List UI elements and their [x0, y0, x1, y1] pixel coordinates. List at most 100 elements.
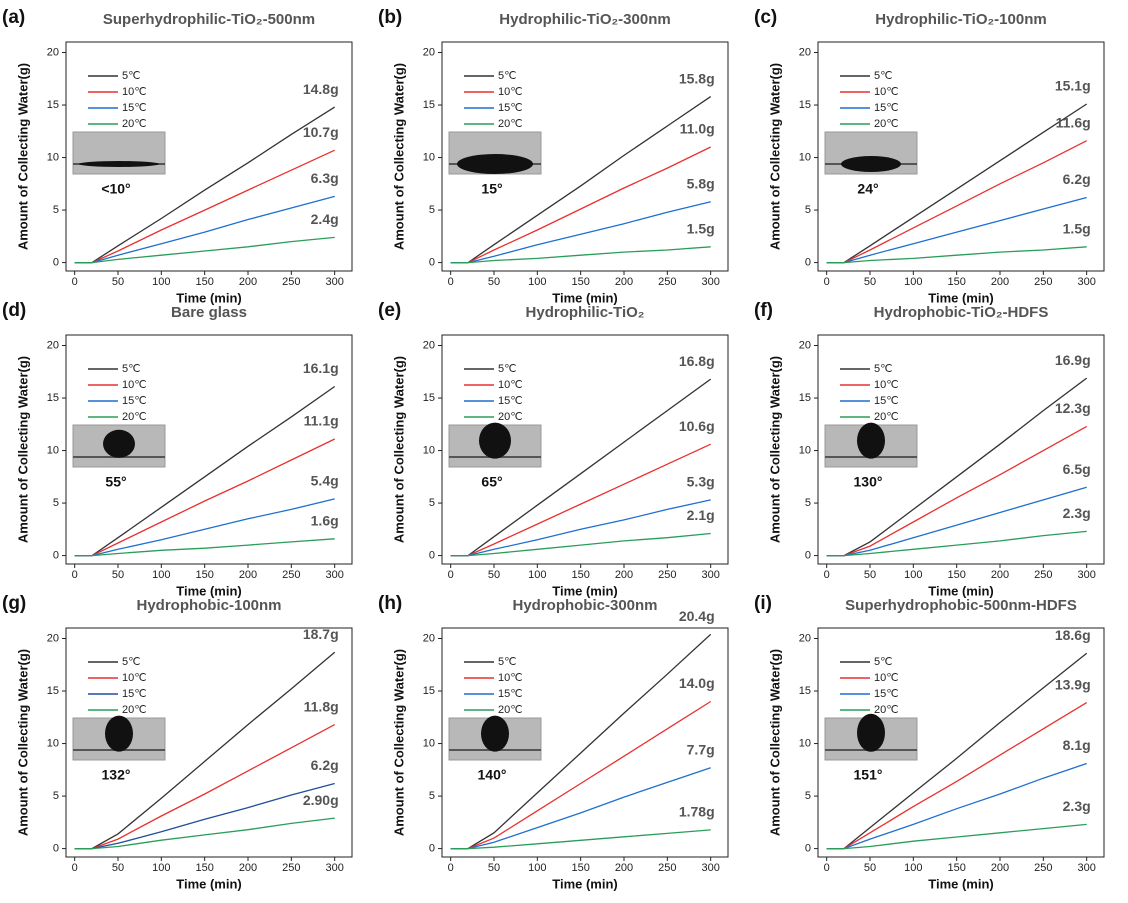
y-tick-label: 10	[799, 737, 811, 749]
value-label: 2.3g	[1063, 798, 1091, 814]
value-label: 10.7g	[303, 124, 339, 140]
series-line	[75, 499, 335, 556]
x-tick-label: 100	[152, 862, 170, 874]
y-tick-label: 10	[47, 151, 59, 163]
y-tick-label: 20	[47, 46, 59, 58]
legend-label: 20℃	[498, 118, 523, 130]
chart-panel: (f)Hydrophobic-TiO₂-HDFSTime (min)Amount…	[754, 300, 1104, 598]
value-label: 6.5g	[1063, 461, 1091, 477]
legend-label: 5℃	[498, 656, 516, 668]
y-tick-label: 20	[423, 632, 435, 644]
y-tick-label: 10	[799, 444, 811, 456]
legend-label: 5℃	[122, 363, 140, 375]
value-label: 6.2g	[311, 757, 339, 773]
inset-droplet	[857, 423, 885, 459]
y-tick-label: 20	[423, 339, 435, 351]
value-label: 2.90g	[303, 792, 339, 808]
x-tick-label: 150	[571, 276, 589, 288]
y-tick-label: 5	[805, 790, 811, 802]
x-axis-label: Time (min)	[552, 876, 618, 891]
x-tick-label: 100	[904, 862, 922, 874]
inset-droplet	[457, 154, 533, 174]
legend-label: 20℃	[122, 704, 147, 716]
x-tick-label: 250	[1034, 569, 1052, 581]
y-tick-label: 10	[47, 737, 59, 749]
panel-label: (g)	[2, 593, 26, 614]
x-tick-label: 250	[282, 569, 300, 581]
y-tick-label: 5	[53, 790, 59, 802]
inset-angle: <10°	[101, 181, 130, 197]
y-tick-label: 0	[805, 843, 811, 855]
y-tick-label: 20	[799, 46, 811, 58]
legend-label: 15℃	[122, 688, 147, 700]
legend-label: 15℃	[498, 688, 523, 700]
inset-angle: 15°	[481, 181, 502, 197]
inset-angle: 132°	[102, 767, 131, 783]
y-tick-label: 0	[805, 550, 811, 562]
y-tick-label: 5	[429, 790, 435, 802]
legend-label: 15℃	[122, 395, 147, 407]
x-tick-label: 100	[152, 569, 170, 581]
y-tick-label: 5	[429, 497, 435, 509]
y-tick-label: 20	[423, 46, 435, 58]
value-label: 1.6g	[311, 512, 339, 528]
legend-label: 20℃	[122, 118, 147, 130]
series-line	[827, 824, 1087, 848]
panel-label: (a)	[2, 7, 25, 28]
y-tick-label: 10	[799, 151, 811, 163]
y-tick-label: 20	[799, 632, 811, 644]
inset-image	[73, 132, 165, 174]
y-tick-label: 5	[429, 204, 435, 216]
x-tick-label: 300	[325, 569, 343, 581]
y-tick-label: 0	[429, 843, 435, 855]
x-tick-label: 100	[904, 276, 922, 288]
value-label: 15.8g	[679, 70, 715, 86]
x-tick-label: 300	[1077, 276, 1095, 288]
value-label: 16.9g	[1055, 352, 1091, 368]
y-tick-label: 5	[805, 204, 811, 216]
x-tick-label: 0	[448, 862, 454, 874]
value-label: 14.0g	[679, 675, 715, 691]
value-label: 18.6g	[1055, 627, 1091, 643]
value-label: 5.8g	[687, 175, 715, 191]
chart-title: Hydrophobic-100nm	[136, 597, 281, 614]
x-tick-label: 0	[824, 862, 830, 874]
y-tick-label: 0	[53, 257, 59, 269]
x-axis-label: Time (min)	[928, 876, 994, 891]
x-tick-label: 150	[947, 862, 965, 874]
value-label: 16.1g	[303, 360, 339, 376]
inset-angle: 55°	[105, 474, 126, 490]
x-tick-label: 150	[947, 569, 965, 581]
legend-label: 10℃	[498, 379, 523, 391]
series-line	[451, 202, 711, 263]
inset-angle: 65°	[481, 474, 502, 490]
y-tick-label: 0	[53, 843, 59, 855]
y-tick-label: 0	[805, 257, 811, 269]
x-tick-label: 50	[112, 862, 124, 874]
legend-label: 20℃	[874, 704, 899, 716]
page: (a)Superhydrophilic-TiO₂-500nmTime (min)…	[0, 0, 1128, 898]
value-label: 7.7g	[687, 741, 715, 757]
inset-droplet	[103, 430, 135, 458]
legend-label: 5℃	[874, 70, 892, 82]
series-line	[451, 247, 711, 263]
y-axis-label: Amount of Collecting Water(g)	[767, 649, 782, 836]
legend-label: 20℃	[874, 118, 899, 130]
y-tick-label: 5	[805, 497, 811, 509]
x-tick-label: 50	[112, 276, 124, 288]
x-tick-label: 300	[325, 276, 343, 288]
legend-label: 5℃	[498, 363, 516, 375]
x-tick-label: 200	[991, 569, 1009, 581]
panel-label: (h)	[378, 593, 402, 614]
chart-panel: (c)Hydrophilic-TiO₂-100nmTime (min)Amoun…	[754, 7, 1104, 305]
inset-droplet	[79, 161, 159, 167]
panel-label: (c)	[754, 7, 777, 28]
x-tick-label: 0	[72, 276, 78, 288]
chart-panel: (a)Superhydrophilic-TiO₂-500nmTime (min)…	[2, 7, 352, 305]
value-label: 5.3g	[687, 474, 715, 490]
legend-label: 10℃	[122, 86, 147, 98]
x-tick-label: 150	[195, 276, 213, 288]
y-axis-label: Amount of Collecting Water(g)	[15, 63, 30, 250]
y-tick-label: 10	[423, 737, 435, 749]
